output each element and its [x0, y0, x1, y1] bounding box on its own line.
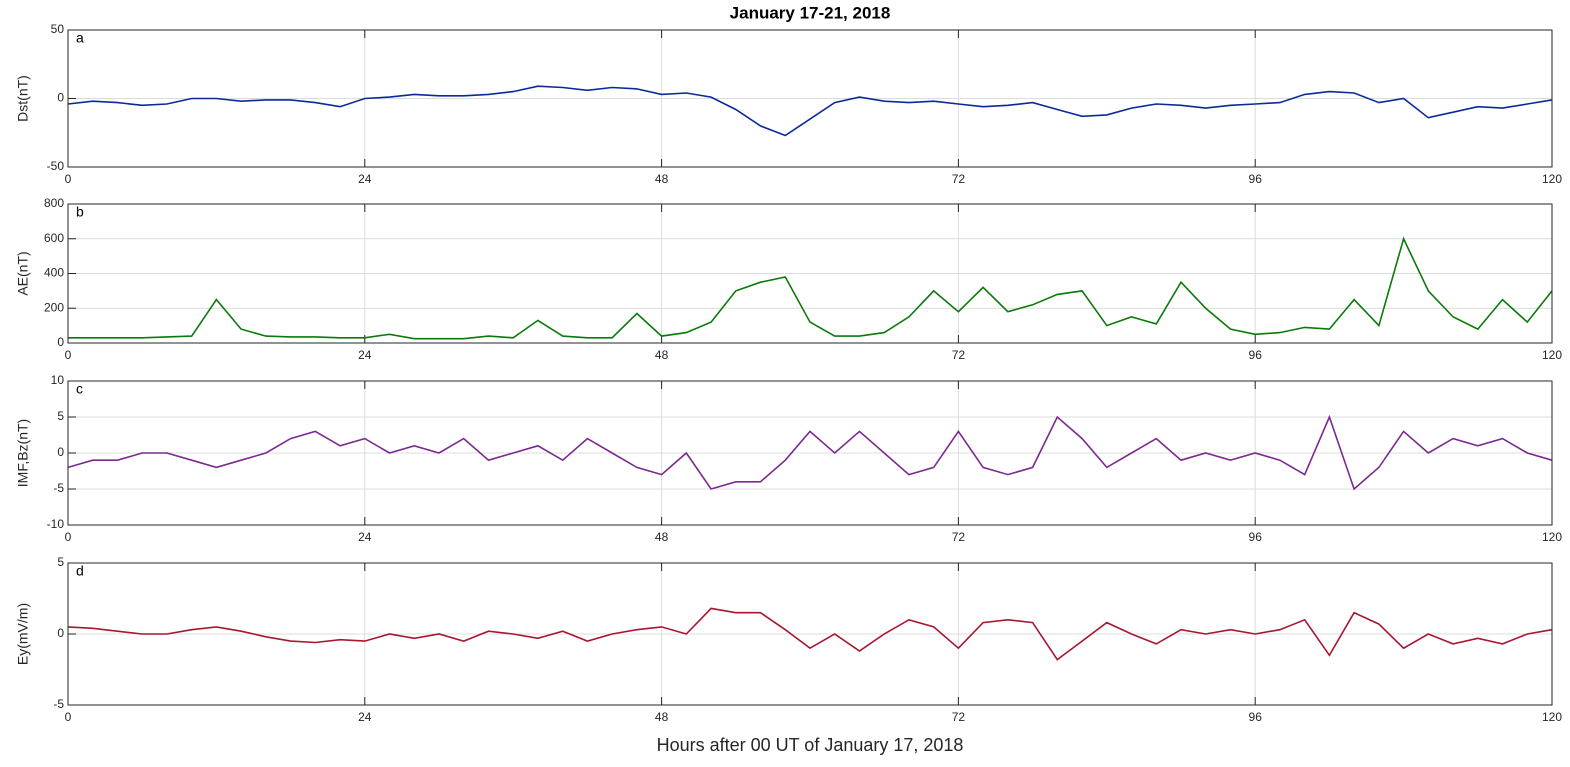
x-tick-label: 24: [358, 348, 372, 362]
y-tick-label: 5: [57, 555, 64, 569]
y-tick-label: 5: [57, 409, 64, 423]
x-tick-label: 24: [358, 710, 372, 724]
y-tick-label: 10: [51, 373, 65, 387]
x-tick-label: 96: [1249, 530, 1263, 544]
y-tick-label: -10: [47, 517, 65, 531]
x-tick-label: 48: [655, 172, 669, 186]
y-tick-label: 50: [51, 22, 65, 36]
y-axis-label: IMF,Bz(nT): [15, 419, 31, 487]
x-tick-label: 48: [655, 530, 669, 544]
x-tick-label: 72: [952, 172, 966, 186]
x-tick-label: 120: [1542, 348, 1562, 362]
y-tick-label: 0: [57, 335, 64, 349]
x-tick-label: 24: [358, 530, 372, 544]
x-tick-label: 72: [952, 710, 966, 724]
x-tick-label: 96: [1249, 710, 1263, 724]
axes-box: [67, 29, 1553, 168]
x-tick-label: 24: [358, 172, 372, 186]
axes-box: [67, 203, 1553, 344]
axes-box: [67, 380, 1553, 526]
x-tick-label: 72: [952, 348, 966, 362]
y-tick-label: 200: [44, 300, 64, 314]
x-axis-label: Hours after 00 UT of January 17, 2018: [657, 735, 964, 755]
chart-title: January 17-21, 2018: [730, 3, 891, 22]
y-tick-label: 800: [44, 196, 64, 210]
panel-label: d: [76, 563, 84, 579]
x-tick-label: 96: [1249, 348, 1263, 362]
y-tick-label: 0: [57, 445, 64, 459]
x-tick-label: 96: [1249, 172, 1263, 186]
x-tick-label: 48: [655, 348, 669, 362]
x-tick-label: 120: [1542, 172, 1562, 186]
panel-label: c: [76, 381, 83, 397]
y-tick-label: 400: [44, 266, 64, 280]
data-line: [67, 85, 1553, 137]
y-tick-label: -5: [53, 697, 64, 711]
x-tick-label: 0: [65, 348, 72, 362]
data-line: [67, 607, 1553, 661]
axes-box: [67, 562, 1553, 706]
y-axis-label: Ey(mV/m): [15, 603, 31, 665]
x-tick-label: 120: [1542, 530, 1562, 544]
x-tick-label: 0: [65, 172, 72, 186]
y-tick-label: 0: [57, 91, 64, 105]
x-tick-label: 0: [65, 530, 72, 544]
panel-label: b: [76, 204, 84, 220]
panel-label: a: [76, 30, 84, 46]
x-tick-label: 48: [655, 710, 669, 724]
x-tick-label: 0: [65, 710, 72, 724]
x-tick-label: 120: [1542, 710, 1562, 724]
y-tick-label: -50: [47, 159, 65, 173]
y-axis-label: Dst(nT): [15, 75, 31, 122]
x-tick-label: 72: [952, 530, 966, 544]
y-tick-label: 0: [57, 626, 64, 640]
data-line: [67, 414, 1553, 491]
data-line: [68, 236, 1553, 340]
y-axis-label: AE(nT): [15, 251, 31, 295]
y-tick-label: -5: [53, 481, 64, 495]
y-tick-label: 600: [44, 231, 64, 245]
